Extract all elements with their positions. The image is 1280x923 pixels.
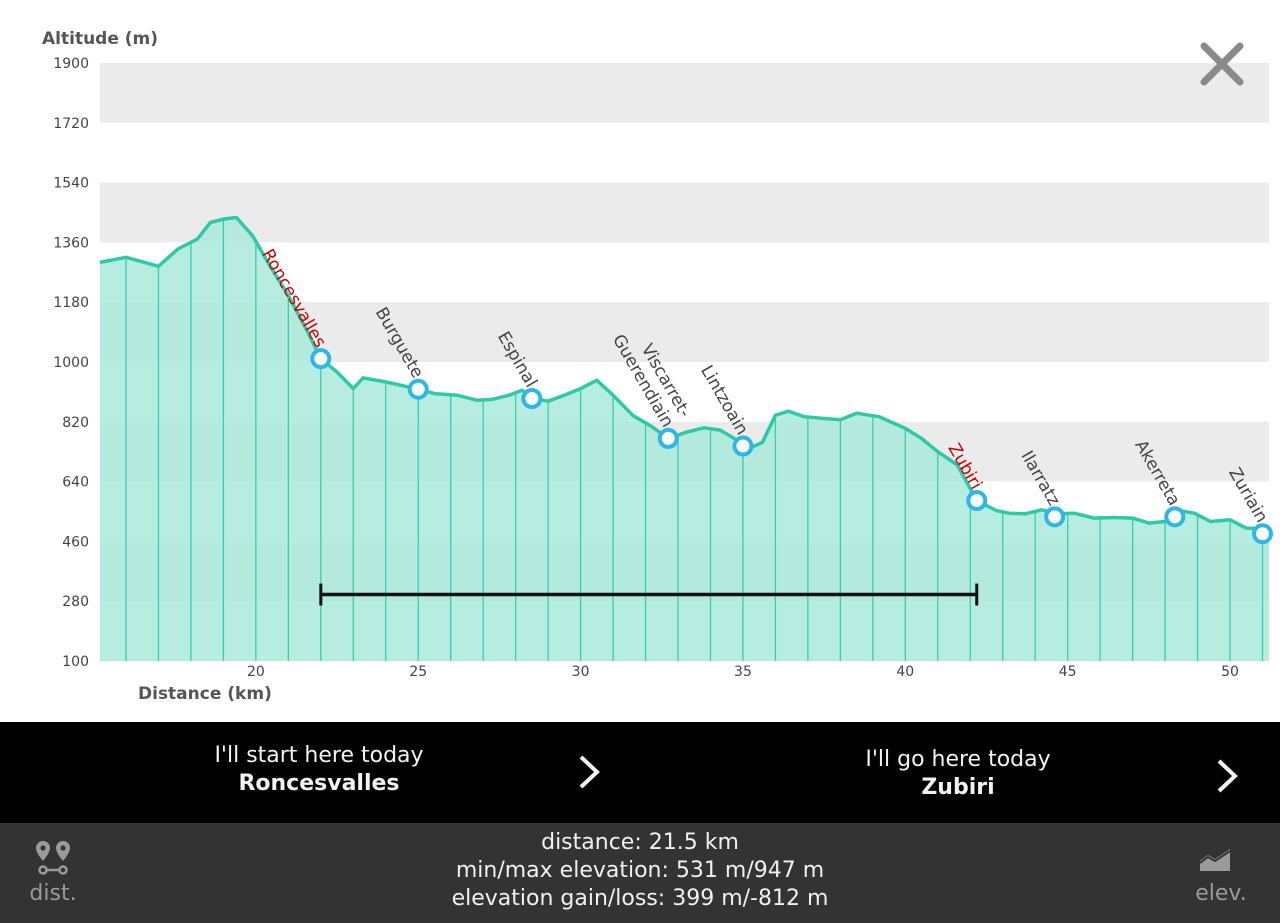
elevation-toggle-button[interactable]: elev. (1176, 837, 1266, 917)
y-tick-label: 280 (62, 594, 89, 610)
y-axis-title: Altitude (m) (42, 29, 158, 49)
start-caption: I'll start here today (214, 743, 424, 768)
start-stage-selector[interactable]: I'll start here today Roncesvalles (0, 722, 640, 823)
stage-stats-bar: dist. distance: 21.5 km min/max elevatio… (0, 823, 1280, 923)
stat-distance: distance: 21.5 km (541, 830, 739, 855)
stage-marker[interactable] (732, 435, 754, 457)
end-stage-text: I'll go here today Zubiri (808, 746, 1108, 802)
x-tick-label: 20 (247, 664, 265, 680)
elevation-toggle-label: elev. (1195, 881, 1247, 906)
y-axis-ticks: 100 280 460 640 820 1000 1180 1360 1540 1720 1900 (53, 56, 89, 670)
y-tick-label: 640 (62, 475, 89, 491)
x-axis-ticks: 20 25 30 35 40 45 50 (247, 664, 1239, 680)
stage-marker[interactable] (310, 348, 332, 370)
elevation-chart-icon (1199, 849, 1231, 871)
y-tick-label: 820 (62, 415, 89, 431)
y-tick-label: 460 (62, 534, 89, 550)
stage-marker[interactable] (1044, 506, 1066, 528)
stage-marker[interactable] (521, 388, 543, 410)
stat-gain-loss: elevation gain/loss: 399 m/-812 m (451, 886, 829, 911)
end-place: Zubiri (921, 775, 995, 800)
y-tick-label: 1720 (53, 116, 89, 132)
stat-elevation: min/max elevation: 531 m/947 m (455, 858, 825, 883)
elevation-line (99, 215, 1270, 531)
x-tick-label: 45 (1059, 664, 1077, 680)
stage-marker[interactable] (407, 378, 429, 400)
sample-lines (125, 219, 1264, 661)
distance-toggle-button[interactable]: dist. (8, 837, 98, 917)
stage-marker[interactable] (1164, 506, 1186, 528)
close-icon (1200, 42, 1244, 86)
y-tick-label: 1360 (53, 235, 89, 251)
stage-navigation-bar: I'll start here today Roncesvalles I'll … (0, 722, 1280, 823)
y-tick-label: 1900 (53, 56, 89, 72)
y-tick-label: 1000 (53, 355, 89, 371)
map-pins-icon (36, 841, 70, 875)
close-button[interactable] (1196, 38, 1248, 90)
x-tick-label: 50 (1221, 664, 1239, 680)
elevation-area (100, 217, 1269, 661)
x-axis-title: Distance (km) (138, 684, 272, 704)
elevation-profile-chart[interactable]: 100280460640820100011801360154017201900 … (0, 0, 1280, 722)
selected-range-bar (319, 583, 979, 606)
x-tick-label: 40 (896, 664, 914, 680)
x-tick-label: 35 (734, 664, 752, 680)
end-caption: I'll go here today (865, 747, 1051, 772)
y-tick-label: 1540 (53, 176, 89, 192)
altitude-band (100, 63, 1269, 123)
y-tick-label: 1180 (53, 295, 89, 311)
altitude-band (100, 182, 1269, 243)
start-place: Roncesvalles (238, 771, 400, 796)
chevron-right-icon (579, 755, 600, 789)
y-tick-label: 100 (62, 654, 89, 670)
stage-stats: distance: 21.5 km min/max elevation: 531… (340, 829, 940, 913)
start-stage-text: I'll start here today Roncesvalles (169, 742, 469, 798)
distance-toggle-label: dist. (29, 881, 77, 906)
stage-marker[interactable] (657, 427, 679, 449)
stage-marker[interactable] (966, 490, 988, 512)
end-stage-selector[interactable]: I'll go here today Zubiri (640, 722, 1280, 823)
chevron-right-icon (1217, 759, 1238, 793)
x-tick-label: 30 (572, 664, 590, 680)
stage-marker[interactable] (1252, 523, 1274, 545)
x-tick-label: 25 (409, 664, 427, 680)
